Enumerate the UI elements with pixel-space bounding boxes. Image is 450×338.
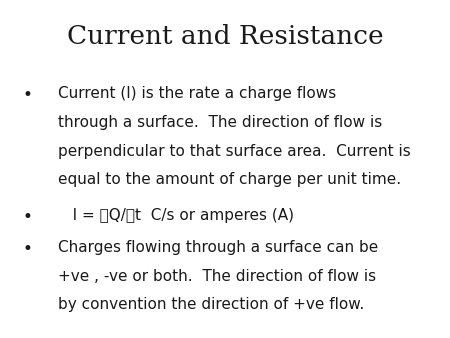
Text: Charges flowing through a surface can be: Charges flowing through a surface can be — [58, 240, 379, 255]
Text: Current and Resistance: Current and Resistance — [67, 24, 383, 49]
Text: equal to the amount of charge per unit time.: equal to the amount of charge per unit t… — [58, 172, 401, 187]
Text: +ve , -ve or both.  The direction of flow is: +ve , -ve or both. The direction of flow… — [58, 269, 377, 284]
Text: through a surface.  The direction of flow is: through a surface. The direction of flow… — [58, 115, 383, 130]
Text: •: • — [22, 240, 32, 258]
Text: by convention the direction of +ve flow.: by convention the direction of +ve flow. — [58, 297, 365, 312]
Text: •: • — [22, 86, 32, 104]
Text: Current (I) is the rate a charge flows: Current (I) is the rate a charge flows — [58, 86, 337, 101]
Text: •: • — [22, 208, 32, 226]
Text: I = ⨿Q/⨿t  C/s or amperes (A): I = ⨿Q/⨿t C/s or amperes (A) — [58, 208, 294, 223]
Text: perpendicular to that surface area.  Current is: perpendicular to that surface area. Curr… — [58, 144, 411, 159]
